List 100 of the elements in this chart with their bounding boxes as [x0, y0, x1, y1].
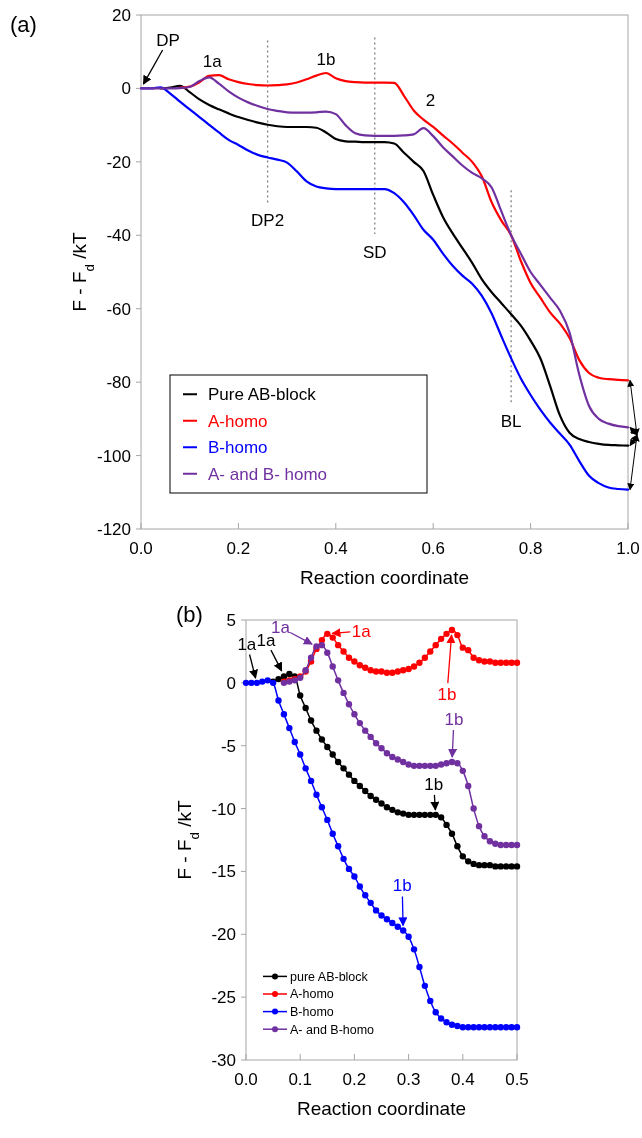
point [264, 677, 271, 684]
point [280, 711, 288, 718]
point [432, 762, 439, 770]
x-tick-label: 0.5 [505, 1070, 529, 1089]
point [416, 762, 423, 770]
legend-label: B-homo [290, 1004, 334, 1019]
point [486, 861, 494, 869]
y-tick-label: -10 [211, 799, 236, 819]
point [318, 804, 326, 811]
y-tick-label: -15 [211, 862, 236, 882]
point [345, 865, 353, 873]
point [351, 873, 358, 880]
point [459, 1024, 466, 1031]
point [448, 626, 456, 634]
point [513, 863, 521, 870]
point [329, 830, 336, 837]
line-series [178, 71, 630, 382]
point [297, 692, 304, 699]
point [459, 853, 466, 860]
legend-label: B-homo [208, 438, 268, 458]
point [372, 907, 380, 914]
point [345, 654, 353, 661]
point [432, 1009, 439, 1016]
point [470, 654, 477, 661]
point [486, 658, 494, 665]
point [302, 765, 309, 772]
point [410, 811, 418, 819]
point [286, 724, 293, 732]
point [459, 644, 466, 651]
y-tick-label: -25 [211, 988, 236, 1008]
point [275, 697, 282, 704]
x-tick-label: 0.8 [518, 539, 543, 558]
annotation: 1b [392, 876, 412, 896]
point [399, 667, 407, 674]
point [324, 649, 331, 656]
point [497, 841, 504, 849]
point [253, 679, 261, 687]
point [340, 689, 347, 697]
point [416, 811, 423, 819]
point [421, 654, 429, 661]
point [427, 997, 434, 1005]
point [356, 883, 364, 890]
point [394, 756, 401, 763]
point [410, 762, 418, 770]
point [367, 792, 374, 800]
point [454, 631, 461, 639]
point [437, 1015, 445, 1022]
annotation: 1b [437, 685, 457, 705]
ref-line-label: BL [500, 412, 522, 432]
point [481, 658, 488, 665]
point [443, 630, 450, 638]
y-tick-label: 20 [112, 5, 131, 25]
x-tick-label: 1.0 [616, 539, 640, 558]
point [427, 811, 434, 819]
point [383, 669, 391, 676]
y-tick-label: -120 [96, 519, 131, 539]
annotation: 1a [271, 618, 291, 638]
ref-line-label: SD [362, 243, 387, 263]
point [465, 858, 472, 865]
point [318, 641, 326, 649]
point [437, 814, 445, 821]
point [492, 1024, 499, 1031]
y-tick-label: 0 [121, 79, 131, 99]
point [318, 636, 326, 644]
point [329, 634, 336, 641]
legend-label: A-homo [208, 411, 268, 431]
y-tick-label: -20 [211, 925, 236, 945]
annotation: 1a [237, 634, 257, 654]
point [502, 841, 510, 849]
point [475, 861, 483, 869]
point [421, 982, 429, 990]
point [356, 662, 364, 669]
point [389, 806, 396, 814]
point [492, 863, 499, 870]
point [448, 1021, 456, 1028]
point [329, 751, 336, 758]
point [318, 736, 326, 743]
point [497, 863, 504, 870]
legend-label: pure AB-block [290, 969, 369, 984]
point [334, 758, 342, 766]
y-tick-label: -20 [106, 152, 131, 172]
point [470, 1024, 477, 1031]
point [378, 668, 385, 675]
point [465, 646, 472, 654]
y-tick-label: 0 [226, 673, 236, 693]
y-tick-label: -100 [96, 446, 131, 466]
point [481, 861, 488, 869]
point [405, 761, 412, 768]
ref-line-label: DP2 [251, 211, 285, 231]
point [502, 1024, 510, 1031]
point [302, 704, 309, 712]
point [481, 1024, 488, 1031]
point [372, 668, 380, 675]
point [513, 841, 521, 849]
point [475, 657, 483, 664]
point [324, 630, 331, 638]
point [334, 677, 342, 684]
point [324, 816, 331, 824]
point [389, 753, 396, 761]
y-tick-label: -80 [106, 373, 131, 393]
